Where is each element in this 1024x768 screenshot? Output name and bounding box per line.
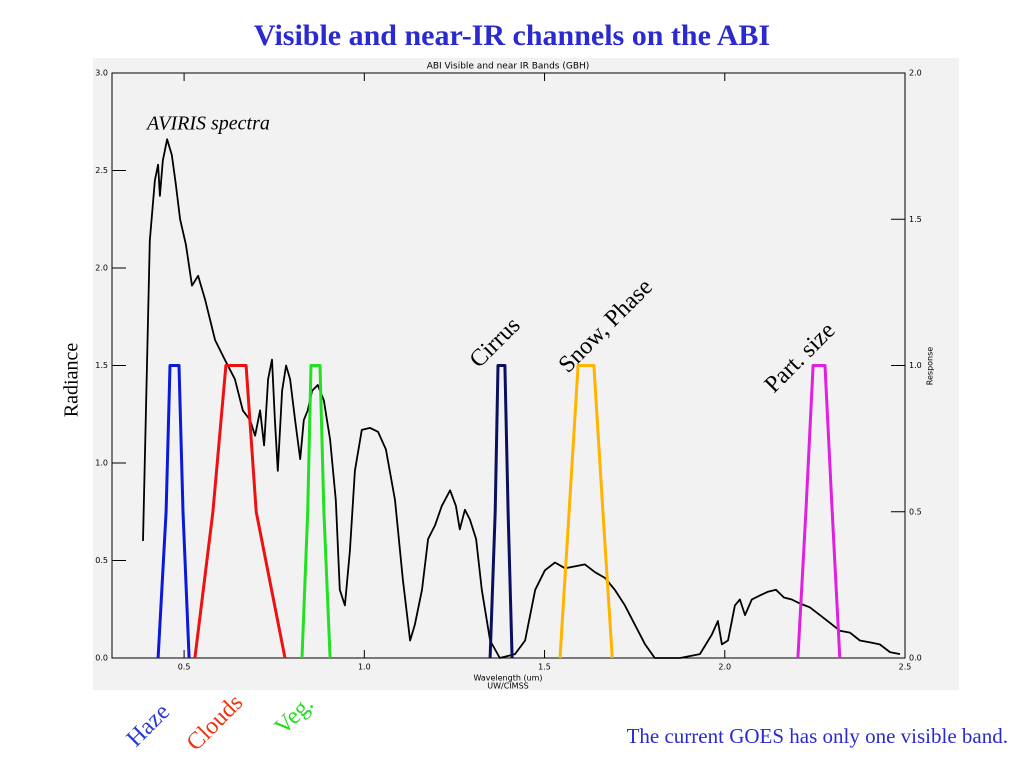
band-response <box>193 364 287 659</box>
band-response <box>156 364 191 659</box>
x-tick-label: 0.5 <box>178 663 191 672</box>
y2-tick-label: 1.0 <box>909 361 922 370</box>
band-response <box>796 364 842 659</box>
y-tick-label: 1.0 <box>95 459 108 468</box>
x-tick-label: 1.5 <box>538 663 551 672</box>
y2-tick-label: 0.0 <box>909 654 922 663</box>
chart-subtitle: ABI Visible and near IR Bands (GBH) <box>427 62 590 72</box>
y2-tick-label: 1.5 <box>909 215 922 224</box>
spectrum-line <box>142 138 901 659</box>
y-tick-label: 1.5 <box>95 361 108 370</box>
band-label: Clouds <box>182 690 248 756</box>
band-response <box>558 364 614 659</box>
x-tick-label: 2.0 <box>718 663 731 672</box>
y2-axis-label: Response <box>926 347 935 386</box>
chart-title: Visible and near-IR channels on the ABI <box>254 19 770 52</box>
x-tick-label: 2.5 <box>899 663 912 672</box>
band-response <box>300 364 332 659</box>
y-tick-label: 3.0 <box>95 69 108 78</box>
band-label: Veg. <box>270 691 319 740</box>
x-axis-label: Wavelength (um) <box>473 674 542 683</box>
footnote: The current GOES has only one visible ba… <box>627 724 1008 748</box>
x-tick-label: 1.0 <box>358 663 371 672</box>
band-response <box>488 364 514 659</box>
x-axis-sublabel: UW/CIMSS <box>487 682 528 691</box>
plot-background <box>93 58 959 690</box>
y-axis-label: Radiance <box>61 343 83 418</box>
y-tick-label: 2.0 <box>95 264 108 273</box>
band-label: Haze <box>122 699 175 752</box>
y2-tick-label: 0.5 <box>909 507 922 516</box>
y-tick-label: 2.5 <box>95 166 108 175</box>
y2-tick-label: 2.0 <box>909 69 922 78</box>
annotation: AVIRIS spectra <box>145 113 270 135</box>
y-tick-label: 0.5 <box>95 556 108 565</box>
y-tick-label: 0.0 <box>95 654 108 663</box>
